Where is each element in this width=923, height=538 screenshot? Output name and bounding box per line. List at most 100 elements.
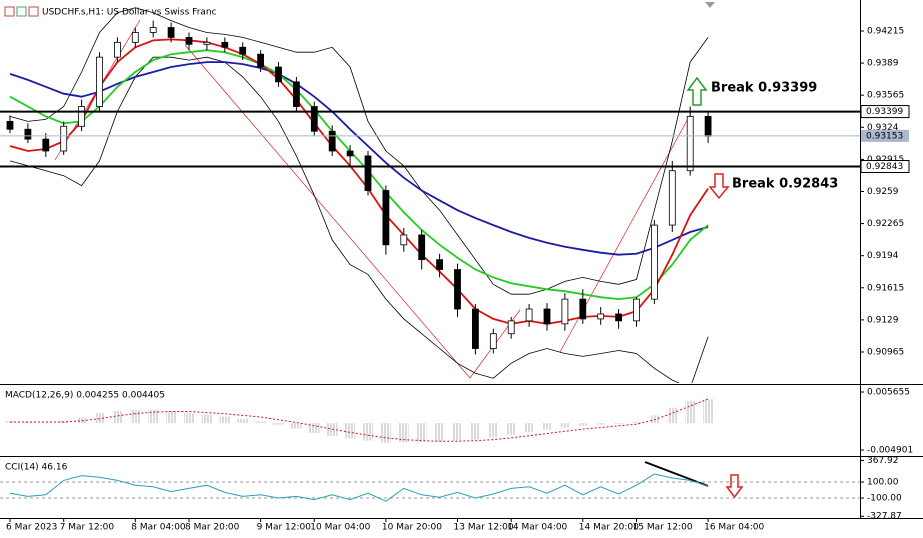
macd-bar: [524, 423, 535, 432]
macd-bar: [22, 421, 33, 424]
candle-body: [346, 150, 354, 157]
macd-title: MACD(12,26,9) 0.004255 0.004405: [5, 391, 165, 401]
indicator-line: [9, 56, 709, 383]
candle-body: [400, 234, 408, 246]
macd-bar: [327, 423, 338, 437]
y-tick-label: 0.94215: [867, 26, 904, 36]
macd-bar: [237, 418, 248, 424]
candle-body: [167, 27, 175, 38]
y-tick-label: 0.9389: [867, 59, 899, 69]
macd-bar: [649, 415, 660, 424]
macd-bar: [309, 423, 320, 433]
candle-body: [310, 106, 318, 132]
macd-bar: [452, 423, 463, 441]
y-tick-label: -100.00: [867, 494, 902, 504]
candle-body: [185, 36, 193, 45]
candle-body: [6, 120, 14, 130]
candle-body: [651, 224, 658, 300]
candle-body: [489, 333, 497, 349]
macd-bar: [398, 423, 409, 443]
indicator-line: [9, 38, 709, 325]
candle-body: [579, 298, 587, 320]
x-tick-label: 13 Mar 12:00: [454, 523, 514, 533]
macd-bar: [184, 413, 194, 424]
y-tick-label: 0.92265: [867, 219, 904, 229]
macd-bar: [470, 423, 481, 440]
y-tick-label: 0.92915: [867, 155, 904, 165]
candle-body: [131, 32, 139, 43]
current-price-label: 0.93153: [866, 131, 903, 141]
x-tick-label: 6 Mar 2023: [6, 523, 57, 533]
candle-body: [221, 41, 229, 48]
candle-body: [471, 308, 479, 349]
candle-body: [239, 46, 247, 55]
candle-body: [96, 56, 103, 107]
macd-bar: [559, 423, 570, 428]
y-tick-label: 0.91615: [867, 283, 904, 293]
candle-body: [328, 130, 336, 152]
candle-body: [507, 320, 515, 335]
y-tick-label: 0.9194: [867, 251, 899, 261]
macd-bar: [166, 411, 177, 424]
candle-body: [561, 298, 569, 325]
macd-panel: [5, 398, 714, 443]
macd-bar: [434, 423, 445, 442]
cci-line: [9, 473, 709, 502]
annotation: Break 0.92843: [732, 177, 838, 192]
level-box: [860, 105, 910, 119]
annotation: Break 0.93399: [711, 81, 817, 96]
candle-body: [418, 234, 426, 261]
level-label: 0.92843: [866, 162, 903, 172]
candle-body: [704, 116, 712, 137]
frame: [0, 0, 923, 519]
zigzag: [184, 44, 471, 379]
x-tick-label: 15 Mar 12:00: [633, 523, 693, 533]
macd-bar: [613, 423, 624, 425]
macd-bar: [380, 423, 391, 443]
candle-body: [597, 313, 605, 320]
candle-body: [114, 41, 121, 58]
down-arrow: [725, 474, 744, 499]
scroll-marker: [705, 2, 715, 8]
macd-bar: [488, 423, 499, 438]
macd-bar: [345, 423, 356, 439]
up-arrow: [686, 76, 708, 106]
x-tick-label: 8 Mar 20:00: [185, 523, 240, 533]
x-tick-label: 10 Mar 20:00: [382, 523, 442, 533]
candle-body: [543, 308, 551, 325]
candle-body: [633, 298, 640, 322]
macd-bar: [219, 416, 230, 424]
y-tick-label: 100.00: [867, 478, 899, 488]
macd-bar: [112, 410, 123, 424]
candle-body: [615, 313, 622, 322]
macd-bar: [130, 409, 141, 424]
x-tick-label: 8 Mar 04:00: [131, 523, 186, 533]
candle-body: [668, 170, 676, 226]
candle-body: [436, 259, 444, 270]
chart-title: USDCHF.s,H1: US Dollar vs Swiss Franc: [42, 8, 217, 18]
y-tick-label: 0.93565: [867, 91, 904, 101]
macd-bar: [703, 399, 714, 424]
y-tick-label: 0.9129: [867, 315, 899, 325]
toolbar-icons[interactable]: [4, 6, 39, 17]
x-tick-label: 9 Mar 12:00: [257, 523, 312, 533]
down-arrow: [708, 173, 730, 200]
y-tick-label: 367.92: [867, 456, 899, 466]
cci-title: CCI(14) 46.16: [5, 463, 68, 473]
macd-bar: [148, 409, 159, 424]
macd-bar: [416, 423, 427, 442]
level-box: [860, 159, 910, 173]
candle-body: [525, 308, 533, 322]
level-label: 0.93399: [866, 107, 903, 117]
candle-body: [275, 66, 282, 83]
candle-body: [454, 269, 461, 310]
indicator-line: [9, 7, 709, 295]
candle-body: [686, 116, 694, 172]
candle-body: [60, 125, 68, 152]
candle-body: [257, 53, 265, 68]
y-tick-label: -327.87: [867, 512, 902, 522]
candle-body: [364, 155, 372, 191]
macd-bar: [631, 421, 642, 424]
